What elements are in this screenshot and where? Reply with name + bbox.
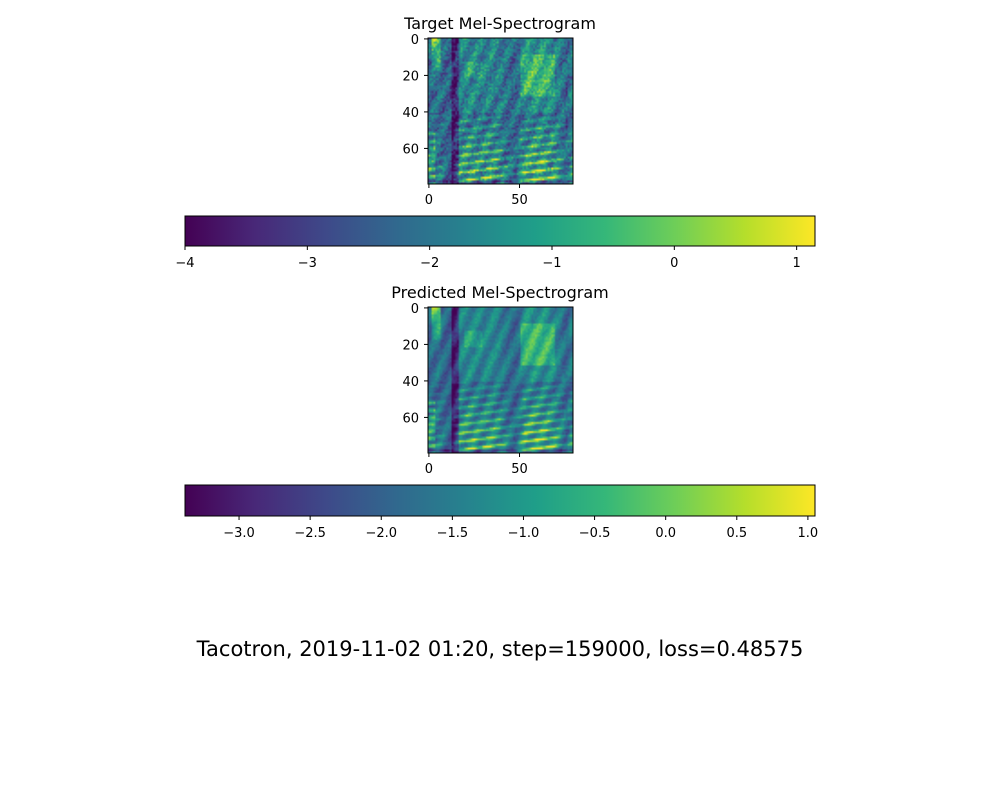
predicted-colorbar-bar (184, 484, 816, 517)
target-y-ticks: 0 20 40 60 (402, 33, 428, 157)
colorbar-tick-label: −2.0 (365, 526, 397, 541)
y-tick-label: 60 (402, 142, 419, 157)
colorbar-tick-label: −1.5 (437, 526, 469, 541)
y-tick-label: 0 (411, 302, 419, 317)
predicted-x-ticks: 0 50 (425, 453, 528, 477)
y-tick-label: 20 (402, 338, 419, 353)
target-axes-frame (427, 37, 574, 185)
colorbar-tick-label: 0.5 (726, 526, 747, 541)
figure-caption: Tacotron, 2019-11-02 01:20, step=159000,… (196, 637, 804, 661)
y-tick-label: 0 (411, 33, 419, 48)
x-tick-label: 50 (511, 193, 528, 208)
x-tick-label: 50 (511, 462, 528, 477)
colorbar-tick-label: 0.0 (655, 526, 676, 541)
target-title: Target Mel-Spectrogram (403, 14, 596, 33)
target-panel: Target Mel-Spectrogram 0 50 0 20 40 60 (402, 14, 595, 208)
predicted-y-ticks: 0 20 40 60 (402, 302, 428, 426)
colorbar-tick-label: −1 (542, 256, 561, 271)
predicted-axes-frame (427, 306, 574, 454)
predicted-colorbar-ticks: −3.0 −2.5 −2.0 −1.5 −1.0 −0.5 0.0 0.5 1.0 (223, 516, 818, 541)
colorbar-tick-label: −2.5 (294, 526, 326, 541)
colorbar-tick-label: −3 (298, 256, 317, 271)
target-x-ticks: 0 50 (425, 184, 528, 208)
y-tick-label: 40 (402, 375, 419, 390)
y-tick-label: 20 (402, 69, 419, 84)
predicted-title: Predicted Mel-Spectrogram (391, 283, 608, 302)
target-colorbar-ticks: −4 −3 −2 −1 0 1 (175, 246, 801, 271)
predicted-panel: Predicted Mel-Spectrogram 0 50 0 20 40 60 (391, 283, 608, 477)
colorbar-tick-label: −3.0 (223, 526, 255, 541)
colorbar-tick-label: 1.0 (798, 526, 819, 541)
colorbar-tick-label: −2 (420, 256, 439, 271)
x-tick-label: 0 (425, 193, 433, 208)
colorbar-tick-label: 1 (793, 256, 801, 271)
colorbar-tick-label: −1.0 (508, 526, 540, 541)
spectrogram-image (428, 38, 573, 184)
y-tick-label: 40 (402, 106, 419, 121)
x-tick-label: 0 (425, 462, 433, 477)
target-colorbar-bar (184, 215, 816, 247)
colorbar-tick-label: −4 (175, 256, 194, 271)
spectrogram-image (428, 307, 573, 453)
target-heatmap (428, 38, 573, 184)
colorbar-tick-label: 0 (670, 256, 678, 271)
predicted-colorbar: −3.0 −2.5 −2.0 −1.5 −1.0 −0.5 0.0 0.5 1.0 (184, 484, 818, 541)
y-tick-label: 60 (402, 411, 419, 426)
colorbar-tick-label: −0.5 (579, 526, 611, 541)
target-colorbar: −4 −3 −2 −1 0 1 (175, 215, 816, 271)
predicted-heatmap (428, 307, 573, 453)
